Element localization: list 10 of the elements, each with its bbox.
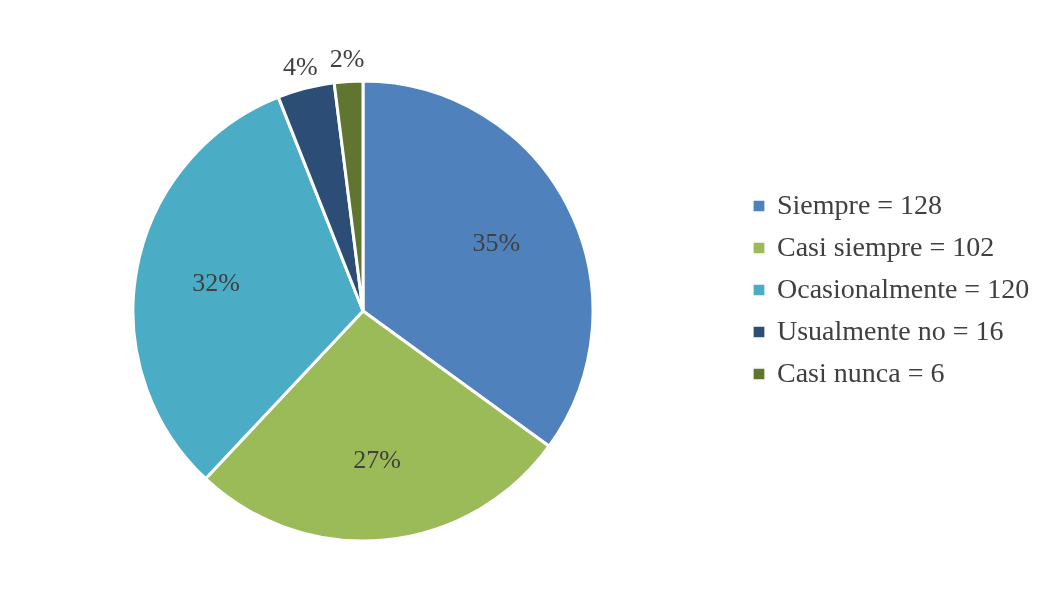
- legend-label: Casi nunca = 6: [777, 357, 945, 388]
- legend-label: Usualmente no = 16: [777, 315, 1004, 346]
- legend-label: Casi siempre = 102: [777, 231, 995, 262]
- legend-label: Ocasionalmente = 120: [777, 273, 1030, 304]
- data-label: 32%: [192, 267, 240, 297]
- legend-label: Siempre = 128: [777, 189, 943, 220]
- data-label: 4%: [282, 51, 318, 81]
- data-label: 2%: [329, 44, 365, 74]
- data-label: 35%: [472, 228, 521, 258]
- data-label: 27%: [353, 444, 401, 474]
